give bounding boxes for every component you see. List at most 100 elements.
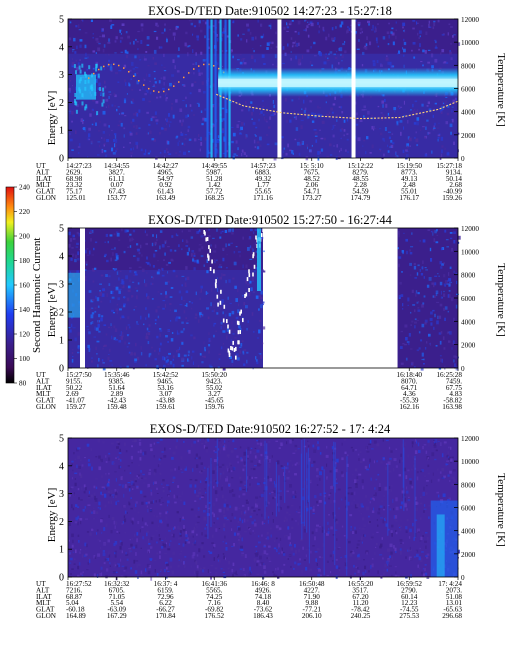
temperature-tick-label: 0 [461, 365, 465, 373]
footer-cell: 2790. [401, 586, 417, 594]
footer-cell: 5565. [206, 586, 222, 594]
footer-cell: 2.28 [354, 181, 367, 189]
panel-2-spectrogram [67, 227, 461, 371]
panel-1-yticks: 0 1 2 3 4 5 [59, 15, 72, 165]
scatter-point [148, 87, 150, 90]
faint-streak [210, 458, 212, 527]
scatter-point [173, 85, 175, 87]
footer-row-label: MLT [36, 599, 51, 607]
footer-cell: 53.16 [157, 384, 174, 392]
temperature-trace [215, 93, 459, 120]
footer-cell: 49.32 [255, 175, 272, 183]
footer-cell: -42.43 [107, 397, 126, 405]
faint-streak [403, 447, 405, 512]
v-structure [223, 304, 226, 309]
temperature-tick-label: 0 [461, 574, 465, 582]
temperature-tick-label: 2000 [461, 551, 476, 559]
temperature-tick-label: 8000 [461, 272, 476, 280]
v-structure [245, 292, 248, 297]
v-structure [209, 267, 212, 271]
v-structure [262, 228, 264, 233]
footer-cell: 7675. [304, 168, 320, 176]
scatter-point [98, 68, 100, 71]
faint-streak [266, 443, 268, 507]
footer-cell: 51.28 [206, 175, 223, 183]
faint-streak [334, 442, 336, 493]
faint-streak [300, 453, 302, 524]
footer-cell: -73.62 [254, 606, 273, 614]
footer-cell: 3517. [352, 586, 368, 594]
v-structure [252, 272, 254, 277]
scatter-point [168, 88, 170, 91]
footer-cell: 159.61 [156, 403, 176, 411]
temperature-tick-label: 8000 [461, 481, 476, 489]
footer-row-label: GLAT [36, 397, 55, 405]
v-structure [205, 237, 207, 242]
footer-cell: 67.75 [446, 384, 463, 392]
footer-cell: 7.16 [208, 599, 221, 607]
v-structure [236, 320, 239, 325]
footer-cell: 54.71 [304, 188, 321, 196]
data-gap [351, 19, 356, 158]
footer-cell: 8070. [401, 377, 417, 385]
footer-cell: 206.10 [302, 612, 322, 620]
footer-cell: 55.01 [401, 188, 418, 196]
footer-cell: 16:55:20 [348, 580, 374, 588]
scatter-point [153, 90, 155, 92]
colorbar: 240 220 200 180 160 140 120 100 80 Second Harmon… [5, 184, 43, 388]
v-structure [227, 348, 230, 353]
footer-cell: 50.22 [66, 384, 83, 392]
v-structure [238, 340, 240, 345]
v-structure [219, 300, 222, 305]
footer-cell: 5987. [206, 168, 222, 176]
footer-cell: 176.52 [204, 612, 224, 620]
footer-cell: 13.01 [446, 599, 463, 607]
footer-cell: 14:42:27 [153, 162, 179, 170]
footer-row-label: ILAT [36, 593, 52, 601]
scatter-point [213, 65, 215, 67]
footer-cell: 163.98 [442, 403, 462, 411]
colorbar-tick-label: 220 [19, 208, 30, 216]
footer-cell: -74.55 [400, 606, 419, 614]
panel-3-ylabel: Energy [eV] [46, 488, 58, 542]
footer-cell: 51.64 [109, 384, 126, 392]
footer-cell: 64.71 [401, 384, 418, 392]
footer-cell: 4227. [304, 586, 320, 594]
footer-cell: 7459. [446, 377, 462, 385]
v-structure [238, 321, 240, 326]
v-structure [214, 282, 217, 287]
scatter-point [208, 63, 210, 66]
footer-cell: -45.65 [205, 397, 224, 405]
footer-cell: 57.72 [206, 188, 223, 196]
footer-cell: 14:27:23 [66, 162, 92, 170]
footer-cell: 15: 5:10 [300, 162, 324, 170]
scatter-point [123, 67, 125, 69]
temperature-tick-label: 2000 [461, 342, 476, 350]
v-structure [228, 353, 231, 357]
scatter-point [183, 76, 185, 79]
panel-2-footer-table: UTALTILATMLTGLATGLON15:27:509155.50.222.… [36, 371, 462, 411]
footer-cell: 2.69 [66, 390, 79, 398]
energy-tick-label: 4 [59, 252, 64, 263]
temperature-tick-label: 6000 [461, 505, 476, 513]
footer-row-label: UT [36, 580, 46, 588]
v-structure [228, 350, 231, 355]
scatter-point [113, 63, 115, 66]
scatter-point [178, 81, 180, 83]
footer-cell: 61.11 [109, 175, 125, 183]
footer-cell: 4.83 [449, 390, 462, 398]
footer-cell: 75.17 [66, 188, 83, 196]
v-structure [220, 289, 222, 294]
faint-streak [307, 448, 309, 503]
scatter-point [118, 64, 120, 67]
footer-cell: 14:49:55 [201, 162, 227, 170]
footer-cell: 163.49 [156, 194, 176, 202]
v-structure [253, 264, 256, 269]
colorbar-tick-label: 80 [19, 380, 27, 388]
energy-tick-label: 5 [59, 224, 64, 235]
footer-row-label: GLAT [36, 188, 55, 196]
faint-streak [278, 475, 280, 512]
footer-row-label: GLON [36, 612, 57, 620]
panel-1: EXOS-D/TED Date:910502 14:27:23 - 15:27:… [36, 4, 505, 202]
footer-cell: 296.68 [442, 612, 462, 620]
